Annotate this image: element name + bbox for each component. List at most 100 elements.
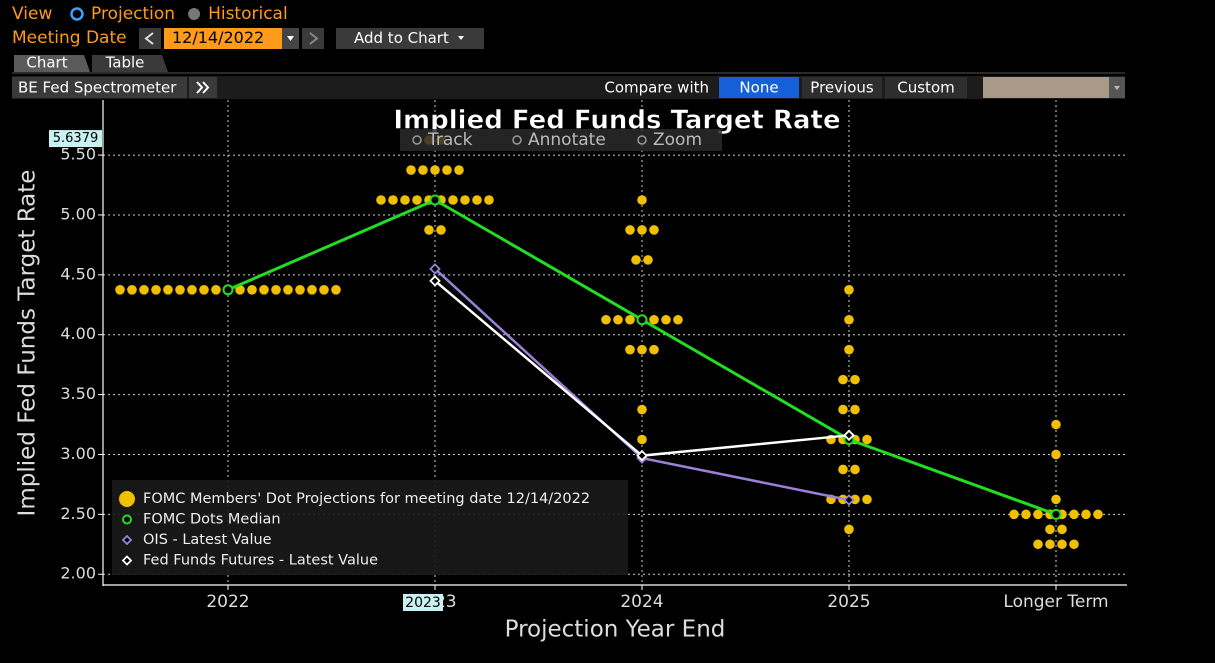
plot-area (115, 135, 1103, 550)
crosshair-y-bg (49, 130, 102, 148)
double-chevron-2 (202, 81, 210, 94)
dot (430, 165, 440, 175)
x-tick-label: 2024 (620, 592, 663, 612)
dot (838, 374, 848, 385)
y-tick-label: 3.00 (60, 444, 96, 463)
dot (211, 285, 221, 295)
circle-marker (122, 514, 132, 525)
next-date-button[interactable] (302, 28, 324, 49)
dot (838, 464, 848, 475)
view-options: Projection Historical (70, 4, 288, 24)
tool-icon (637, 135, 647, 145)
option-bg (885, 77, 967, 98)
dot (1057, 524, 1067, 535)
compare-option[interactable]: Previous (802, 77, 882, 98)
compare-label: Compare with (604, 79, 709, 97)
legend-label: FOMC Dots Median (143, 512, 281, 528)
tools-bg (400, 129, 722, 151)
radio-label: Historical (208, 4, 288, 24)
crosshair: 5.6379 2023 (49, 130, 443, 611)
chart-tool[interactable]: Annotate (512, 130, 606, 150)
chart-tool[interactable]: Zoom (637, 130, 702, 150)
meeting-date-dropdown[interactable]: 12/14/2022 (164, 28, 299, 49)
dot (643, 255, 653, 265)
circle-marker (429, 194, 441, 206)
compare-option[interactable]: Custom (885, 77, 967, 98)
dot (649, 225, 659, 235)
diamond-marker (843, 494, 855, 506)
dot (436, 225, 446, 235)
radio-option[interactable]: Projection (70, 4, 176, 24)
chart-tool[interactable]: Track (412, 130, 473, 150)
dot (235, 285, 245, 295)
tabs: Chart Table (14, 54, 168, 73)
radio-button (188, 8, 201, 20)
legend-label: OIS - Latest Value (143, 532, 272, 548)
legend-label: Fed Funds Futures - Latest Value (143, 553, 378, 569)
dot (259, 285, 269, 295)
y-tick-label: 5.00 (60, 204, 96, 223)
y-tick-label: 4.00 (60, 324, 96, 343)
button-bg (336, 28, 484, 49)
dot (454, 165, 464, 175)
dot (295, 285, 305, 295)
view-label: View (12, 4, 52, 24)
dot (844, 285, 854, 295)
dot (1069, 509, 1079, 520)
circle-marker (222, 284, 234, 296)
tab-shape (92, 55, 168, 72)
dot (442, 165, 452, 175)
tool-icon (412, 135, 422, 145)
dot (115, 285, 125, 295)
diamond-marker (636, 449, 648, 462)
chevron-right (309, 32, 319, 45)
date-field (164, 28, 299, 49)
dot (1051, 449, 1061, 460)
tab[interactable]: Table (92, 54, 168, 73)
dot (637, 404, 647, 415)
legend-dot (119, 491, 135, 507)
dot (637, 434, 647, 445)
option-label: Previous (810, 79, 874, 97)
dot (163, 285, 173, 295)
dot (637, 225, 647, 235)
button-bg (139, 28, 161, 49)
diamond-marker (429, 275, 441, 287)
tab-label: Table (105, 54, 145, 72)
dropdown-arrow (458, 36, 464, 40)
tab[interactable]: Chart (14, 54, 90, 73)
radio-button (70, 7, 84, 21)
radio-option[interactable]: Historical (188, 4, 288, 24)
compare-option[interactable]: None (719, 77, 799, 98)
diamond-marker (121, 555, 133, 566)
crosshair-y-label: 5.6379 (53, 131, 99, 146)
radio-label: Projection (91, 4, 175, 24)
panel-name: BE Fed Spectrometer (18, 79, 177, 97)
prev-date-button[interactable] (139, 28, 161, 49)
dot (850, 464, 860, 475)
crosshair-x-bg (403, 594, 443, 611)
y-axis-title: Implied Fed Funds Target Rate (15, 170, 41, 517)
dot (661, 314, 671, 325)
dropdown-arrow (1114, 86, 1120, 90)
panel-selector[interactable]: BE Fed Spectrometer (12, 77, 187, 98)
add-to-chart-button[interactable]: Add to Chart (336, 28, 484, 49)
legend-bg (112, 480, 628, 575)
dot (862, 494, 872, 505)
x-tick-label: 2022 (206, 592, 249, 612)
crosshair-x-label: 2023 (405, 595, 441, 611)
dot (673, 314, 683, 325)
dot (844, 524, 854, 535)
custom-dropdown[interactable] (983, 77, 1125, 98)
x-axis-title: Projection Year End (505, 617, 726, 643)
dot (631, 255, 641, 265)
compare-options: None Previous Custom (719, 77, 967, 98)
chevron-left (144, 32, 154, 45)
dot (247, 285, 257, 295)
dot (187, 285, 197, 295)
chart: 2.00 2.50 3.00 3.50 4.00 4.50 5.00 5.50 2022 2023… (15, 100, 1127, 643)
expand-button[interactable] (189, 77, 217, 98)
meeting-date: 12/14/2022 (172, 28, 264, 47)
meeting-date-label: Meeting Date (12, 28, 127, 48)
